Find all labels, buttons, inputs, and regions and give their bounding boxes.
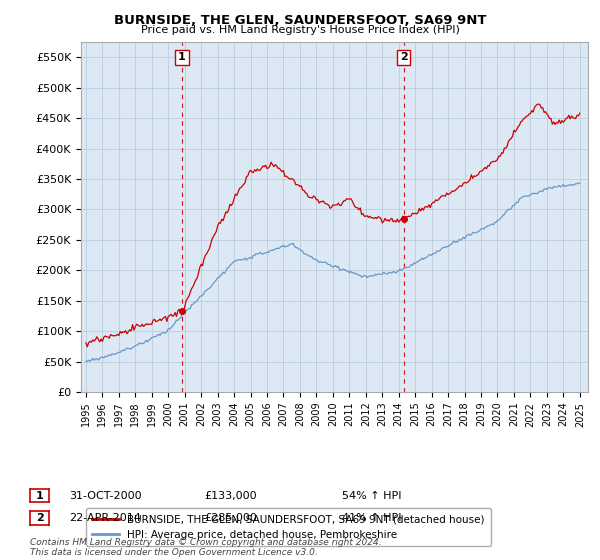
- Text: 2: 2: [36, 513, 43, 523]
- Text: 2: 2: [400, 53, 407, 63]
- Text: £285,000: £285,000: [204, 513, 257, 523]
- Text: £133,000: £133,000: [204, 491, 257, 501]
- Text: Price paid vs. HM Land Registry's House Price Index (HPI): Price paid vs. HM Land Registry's House …: [140, 25, 460, 35]
- Text: 54% ↑ HPI: 54% ↑ HPI: [342, 491, 401, 501]
- Text: 22-APR-2014: 22-APR-2014: [69, 513, 141, 523]
- Text: Contains HM Land Registry data © Crown copyright and database right 2024.
This d: Contains HM Land Registry data © Crown c…: [30, 538, 382, 557]
- Text: 1: 1: [178, 53, 186, 63]
- Text: 1: 1: [36, 491, 43, 501]
- Legend: BURNSIDE, THE GLEN, SAUNDERSFOOT, SA69 9NT (detached house), HPI: Average price,: BURNSIDE, THE GLEN, SAUNDERSFOOT, SA69 9…: [86, 508, 491, 546]
- Text: BURNSIDE, THE GLEN, SAUNDERSFOOT, SA69 9NT: BURNSIDE, THE GLEN, SAUNDERSFOOT, SA69 9…: [114, 14, 486, 27]
- Text: 31-OCT-2000: 31-OCT-2000: [69, 491, 142, 501]
- Text: 41% ↑ HPI: 41% ↑ HPI: [342, 513, 401, 523]
